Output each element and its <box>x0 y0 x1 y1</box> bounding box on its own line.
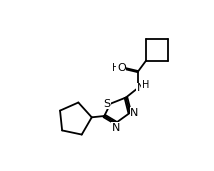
Text: H: H <box>142 80 149 90</box>
Text: O: O <box>117 63 126 73</box>
Text: N: N <box>137 83 145 93</box>
Text: H: H <box>112 63 120 73</box>
Text: N: N <box>130 108 139 118</box>
Text: S: S <box>103 99 110 109</box>
Text: N: N <box>112 123 120 133</box>
